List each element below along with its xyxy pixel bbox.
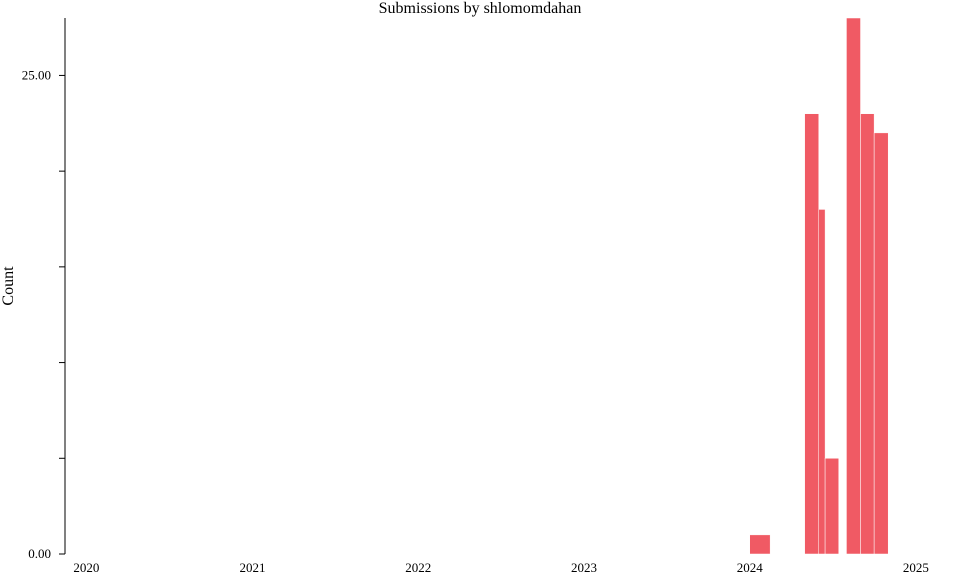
x-tick-label-2022: 2022	[405, 560, 431, 575]
bar-0	[749, 534, 771, 555]
y-axis-label: Count	[0, 266, 17, 306]
bar-4	[846, 17, 861, 555]
bar-1	[804, 113, 819, 555]
x-tick-label-2024: 2024	[737, 560, 764, 575]
x-tick-label-2020: 2020	[73, 560, 99, 575]
histogram-bars	[749, 17, 889, 555]
x-axis-ticks: 2020 2021 2022 2023 2024 2025	[73, 560, 929, 575]
y-axis-ticks: 0.00 25.00	[22, 67, 65, 561]
y-tick-label-5: 25.00	[22, 67, 51, 82]
bar-5	[860, 113, 875, 555]
bar-6	[873, 132, 889, 555]
chart-title: Submissions by shlomomdahan	[379, 0, 582, 17]
x-tick-label-2025: 2025	[903, 560, 929, 575]
bar-3	[824, 458, 839, 555]
bar-2	[818, 209, 826, 555]
x-tick-label-2023: 2023	[571, 560, 597, 575]
x-tick-label-2021: 2021	[240, 560, 266, 575]
y-tick-label-0: 0.00	[28, 546, 51, 561]
